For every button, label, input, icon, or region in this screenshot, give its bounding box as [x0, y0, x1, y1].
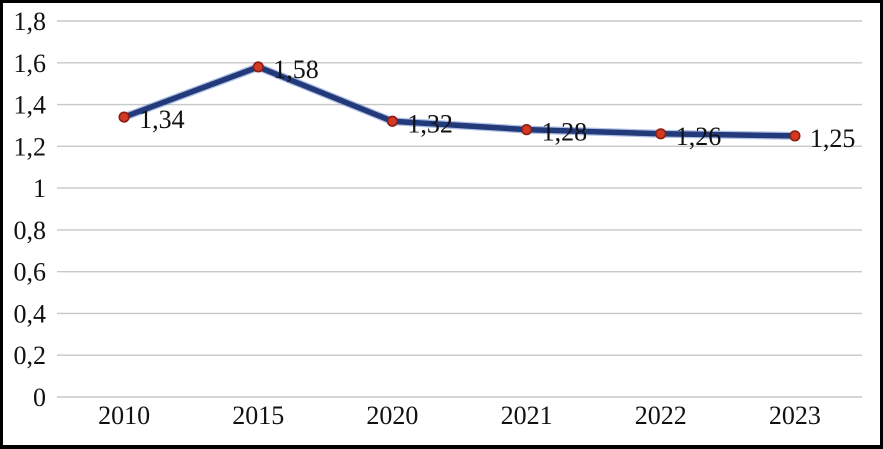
data-point-marker	[520, 124, 533, 136]
data-point-marker	[252, 61, 264, 73]
y-tick-label: 1,4	[14, 91, 47, 120]
data-point-label: 1,25	[810, 124, 856, 153]
data-point-marker	[386, 115, 399, 127]
data-point-label: 1,32	[407, 109, 453, 138]
y-tick-label: 0	[33, 383, 46, 412]
data-point-label: 1,34	[139, 105, 185, 134]
y-tick-label: 0,2	[14, 341, 47, 370]
y-tick-label: 1	[33, 174, 46, 203]
series-line	[121, 64, 798, 139]
y-tick-label: 1,6	[14, 49, 47, 78]
x-tick-label: 2021	[501, 401, 553, 430]
data-point-label: 1,26	[676, 122, 722, 151]
data-point-marker	[655, 128, 667, 140]
x-tick-label: 2015	[232, 401, 284, 430]
x-tick-label: 2023	[769, 401, 821, 430]
x-tick-label: 2022	[635, 401, 687, 430]
y-tick-label: 0,8	[14, 216, 47, 245]
y-tick-label: 1,2	[14, 132, 47, 161]
chart-canvas: 0 0,2 0,4 0,6 0,8 1 1,2 1,4 1,6 1,8 2010 2015 2020 20…	[14, 7, 862, 430]
y-tick-label: 0,4	[14, 299, 47, 328]
data-point-marker	[789, 130, 801, 142]
data-point-label: 1,58	[273, 55, 319, 84]
y-tick-label: 0,6	[14, 258, 47, 287]
x-tick-label: 2010	[98, 401, 150, 430]
data-point-marker	[118, 111, 130, 123]
data-point-label: 1,28	[542, 118, 588, 147]
x-tick-label: 2020	[366, 401, 418, 430]
y-tick-label: 1,8	[14, 7, 47, 36]
